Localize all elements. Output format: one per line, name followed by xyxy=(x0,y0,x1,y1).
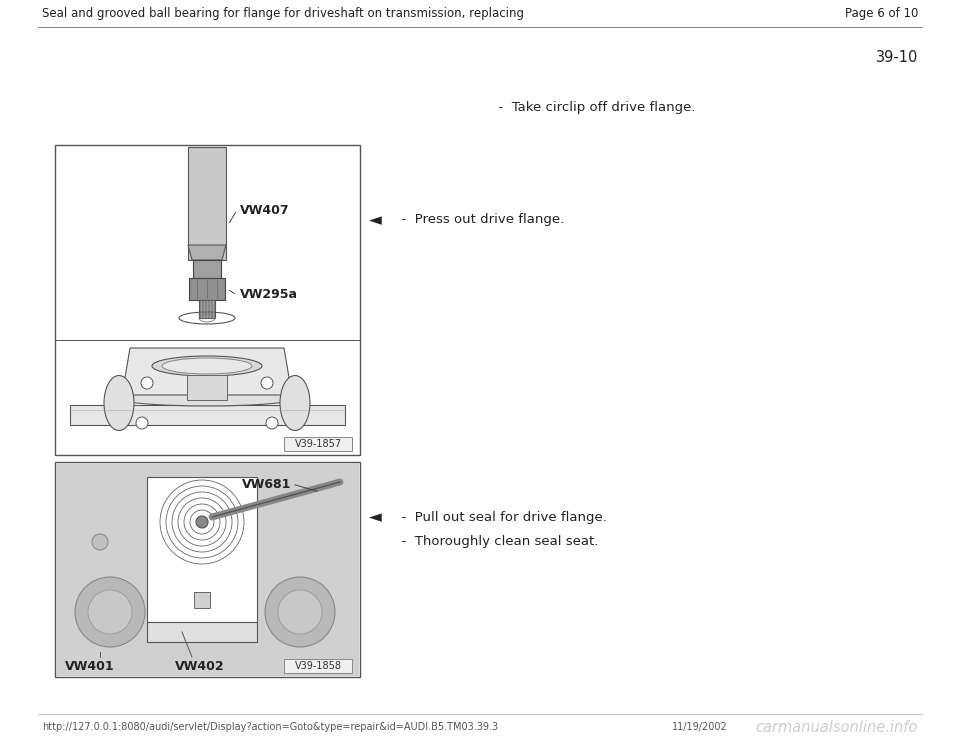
Bar xyxy=(188,147,226,260)
Text: Page 6 of 10: Page 6 of 10 xyxy=(845,7,918,21)
Text: VW401: VW401 xyxy=(65,660,114,674)
Bar xyxy=(193,260,221,278)
Text: ◄: ◄ xyxy=(369,508,381,526)
Ellipse shape xyxy=(152,356,262,376)
Text: VW681: VW681 xyxy=(242,478,292,490)
Text: -  Take circlip off drive flange.: - Take circlip off drive flange. xyxy=(490,102,695,114)
Bar xyxy=(147,622,257,642)
Ellipse shape xyxy=(162,358,252,374)
Circle shape xyxy=(88,590,132,634)
Text: Seal and grooved ball bearing for flange for driveshaft on transmission, replaci: Seal and grooved ball bearing for flange… xyxy=(42,7,524,21)
Text: -  Pull out seal for drive flange.: - Pull out seal for drive flange. xyxy=(393,510,607,524)
Circle shape xyxy=(278,590,322,634)
Text: -  Press out drive flange.: - Press out drive flange. xyxy=(393,214,564,226)
Bar xyxy=(56,463,359,676)
Bar xyxy=(187,375,227,400)
Text: V39-1858: V39-1858 xyxy=(295,661,342,671)
Text: V39-1857: V39-1857 xyxy=(295,439,342,449)
Bar xyxy=(147,477,257,622)
Circle shape xyxy=(196,516,208,528)
Text: carmanualsonline.info: carmanualsonline.info xyxy=(756,720,918,735)
Text: http://127.0.0.1:8080/audi/servlet/Display?action=Goto&type=repair&id=AUDI.B5.TM: http://127.0.0.1:8080/audi/servlet/Displ… xyxy=(42,722,498,732)
Circle shape xyxy=(141,377,153,389)
Circle shape xyxy=(92,534,108,550)
Bar xyxy=(199,300,215,318)
Text: 11/19/2002: 11/19/2002 xyxy=(672,722,728,732)
Bar xyxy=(189,278,225,300)
Text: ◄: ◄ xyxy=(369,211,381,229)
Circle shape xyxy=(266,417,278,429)
Polygon shape xyxy=(122,348,292,395)
Circle shape xyxy=(75,577,145,647)
Bar xyxy=(55,462,360,677)
Text: 39-10: 39-10 xyxy=(876,50,918,65)
Bar xyxy=(70,405,345,425)
Text: VW295a: VW295a xyxy=(240,289,298,301)
Circle shape xyxy=(261,377,273,389)
Text: -  Thoroughly clean seal seat.: - Thoroughly clean seal seat. xyxy=(393,536,598,548)
Bar xyxy=(55,145,360,455)
Ellipse shape xyxy=(280,375,310,430)
Polygon shape xyxy=(188,245,226,260)
Text: VW402: VW402 xyxy=(175,660,225,674)
Circle shape xyxy=(136,417,148,429)
Ellipse shape xyxy=(112,388,302,406)
Ellipse shape xyxy=(104,375,134,430)
Circle shape xyxy=(265,577,335,647)
Bar xyxy=(194,592,210,608)
Text: VW407: VW407 xyxy=(240,203,290,217)
Bar xyxy=(284,659,352,673)
Bar xyxy=(284,437,352,451)
